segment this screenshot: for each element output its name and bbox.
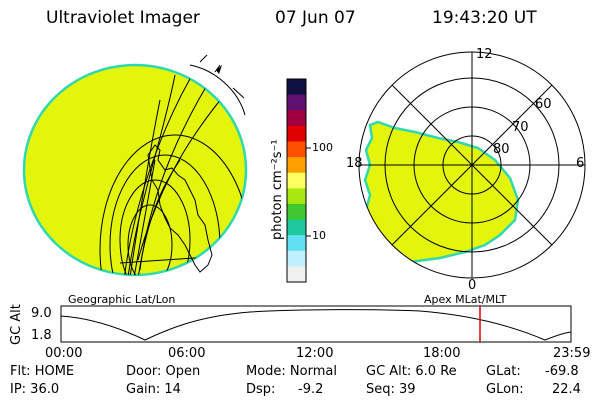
orbit-frame <box>60 305 572 343</box>
orbit-ylabel: GC Alt <box>9 304 24 345</box>
colorbar-frame <box>286 78 307 283</box>
orbit-ytick-high: 9.0 <box>31 306 52 321</box>
geo-grid-outer <box>189 64 246 116</box>
info-gain: Gain: 14 <box>126 382 181 397</box>
mlt-label-12: 12 <box>476 47 493 62</box>
observation-time: 19:43:20 UT <box>432 8 537 28</box>
info-glat-label: GLat: <box>486 364 521 379</box>
info-glat-value: -69.8 <box>545 364 579 379</box>
lat-label-60: 60 <box>535 97 552 112</box>
geo-grid <box>99 65 246 275</box>
geo-grid-outer <box>232 87 245 99</box>
info-mode: Mode: Normal <box>246 364 337 379</box>
colorbar-stripe <box>287 125 306 143</box>
colorbar-stripe <box>287 266 306 283</box>
geo-arrow <box>216 65 222 74</box>
polar-plot <box>358 51 586 279</box>
observation-date: 07 Jun 07 <box>275 8 356 28</box>
geo-grid-outer <box>199 54 208 63</box>
geo-panel-label: Geographic Lat/Lon <box>68 293 176 306</box>
orbit-xtick-0: 00:00 <box>45 346 83 361</box>
info-door: Door: Open <box>126 364 201 379</box>
colorbar-stripe <box>287 219 306 236</box>
mlt-label-0: 0 <box>468 278 477 293</box>
colorbar-unit-label: photon cm⁻²s⁻¹ <box>270 139 285 240</box>
orbit-xtick-2: 12:00 <box>296 346 334 361</box>
colorbar-stripe <box>287 94 306 111</box>
colorbar-stripe <box>287 203 306 221</box>
info-flight: Flt: HOME <box>10 364 75 379</box>
mlt-label-6: 6 <box>576 156 585 171</box>
altitude-curve <box>60 309 572 341</box>
orbit-ytick-low: 1.8 <box>31 328 52 343</box>
colorbar-stripe <box>287 188 306 205</box>
info-sequence: Seq: 39 <box>366 382 416 397</box>
instrument-title: Ultraviolet Imager <box>46 8 200 28</box>
colorbar-stripe <box>287 235 306 252</box>
colorbar-stripe <box>287 141 306 158</box>
coastline <box>147 144 213 273</box>
colorbar-stripe <box>287 110 306 127</box>
colorbar-stripe <box>287 172 306 189</box>
orbit-xtick-4: 23:59 <box>553 346 591 361</box>
orbit-plot <box>60 305 572 343</box>
colorbar-stripe <box>287 79 306 96</box>
colorbar-tick-100: 100 <box>312 141 333 154</box>
orbit-xtick-1: 06:00 <box>168 346 206 361</box>
colorbar-stripe <box>287 157 306 174</box>
info-glon-value: 22.4 <box>552 382 581 397</box>
orbit-xtick-3: 18:00 <box>423 346 461 361</box>
colorbar-tick-10: 10 <box>312 229 326 242</box>
lat-label-80: 80 <box>493 142 510 157</box>
info-gc-alt: GC Alt: 6.0 Re <box>366 364 457 379</box>
colorbar <box>286 78 311 283</box>
mlt-label-18: 18 <box>346 156 363 171</box>
polar-grid <box>358 51 586 279</box>
info-dsp-label: Dsp: <box>246 382 276 397</box>
lat-label-70: 70 <box>512 120 529 135</box>
geographic-image <box>22 54 248 277</box>
polar-panel-label: Apex MLat/MLT <box>424 293 507 306</box>
info-ip: IP: 36.0 <box>10 382 60 397</box>
info-dsp-value: -9.2 <box>298 382 324 397</box>
colorbar-stripe <box>287 250 306 267</box>
info-glon-label: GLon: <box>486 382 524 397</box>
geo-grid-outer <box>214 64 221 73</box>
